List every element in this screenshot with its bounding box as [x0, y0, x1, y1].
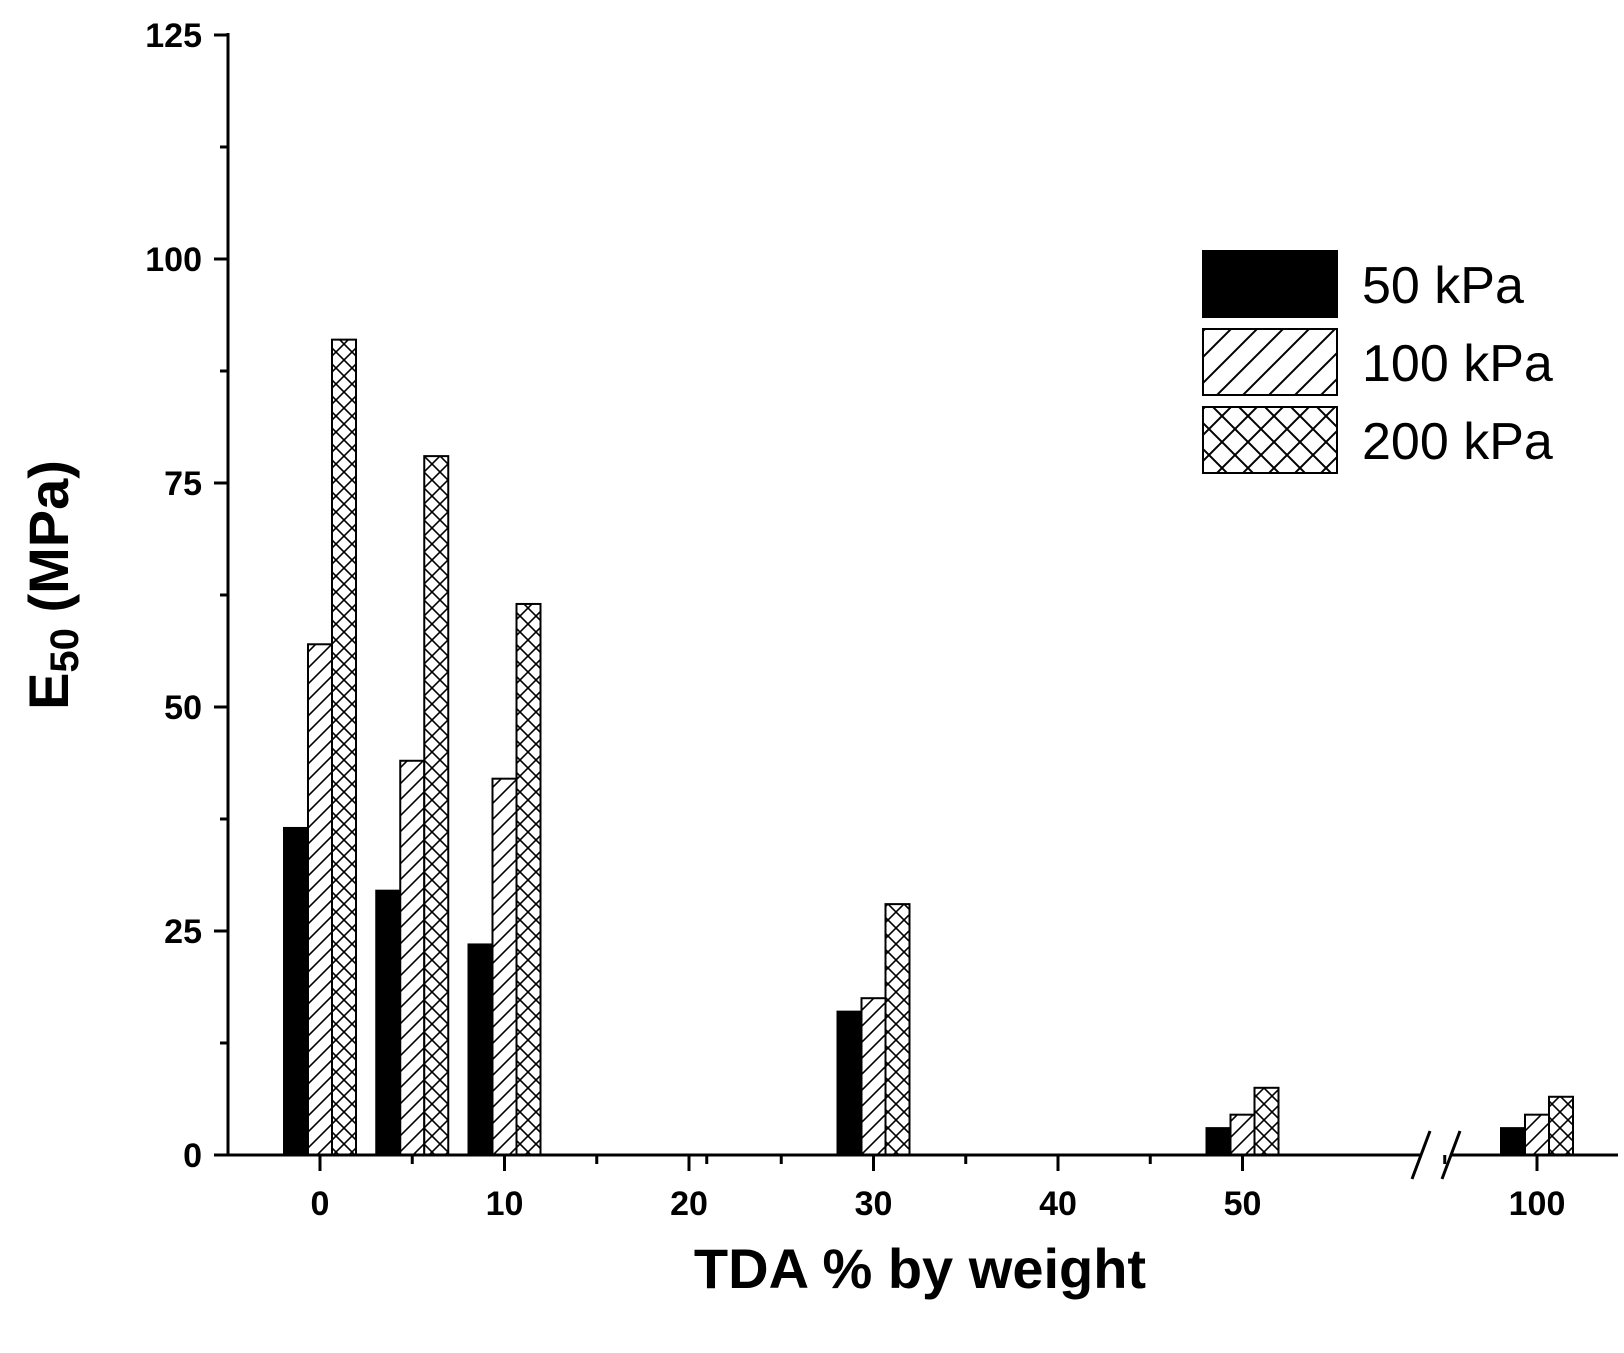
- bar-100kpa-x100: [1524, 1113, 1550, 1157]
- bar-50kpa-x30: [836, 1010, 863, 1157]
- bar-200kpa-x100: [1548, 1095, 1574, 1157]
- bar-50kpa-x5: [375, 889, 402, 1156]
- axis-break-mark-1: [1410, 1130, 1432, 1180]
- legend-swatch-200kpa: [1202, 406, 1338, 474]
- legend-label-50kpa: 50 kPa: [1362, 257, 1524, 315]
- bar-100kpa-x5: [399, 759, 426, 1156]
- legend: 50 kPa 100 kPa 200 kPa: [1202, 250, 1553, 474]
- y-tick-label: 125: [145, 17, 202, 55]
- bar-50kpa-x100: [1500, 1127, 1526, 1156]
- ticks-layer: 0 25 50 75 100 125 0 10 20 30 40 50 100: [145, 17, 1566, 1223]
- bar-200kpa-x5: [423, 455, 450, 1156]
- bar-200kpa-x50: [1253, 1086, 1280, 1157]
- legend-swatch-50kpa: [1202, 250, 1338, 318]
- y-tick-label: 100: [145, 241, 202, 279]
- x-tick-label: 20: [670, 1185, 708, 1223]
- bar-50kpa-x10: [467, 943, 494, 1156]
- legend-label-200kpa: 200 kPa: [1362, 413, 1553, 471]
- y-axis-title: E50 (MPa): [17, 460, 87, 710]
- x-axis-title: TDA % by weight: [694, 1237, 1146, 1300]
- x-tick-label: 50: [1224, 1185, 1262, 1223]
- bar-100kpa-x30: [860, 997, 887, 1157]
- bar-200kpa-x10: [515, 602, 542, 1156]
- x-tick-label: 10: [486, 1185, 524, 1223]
- bar-100kpa-x0: [307, 643, 333, 1157]
- x-tick-label: 100: [1509, 1185, 1566, 1223]
- bar-50kpa-x0: [283, 826, 309, 1157]
- x-tick-label: 40: [1039, 1185, 1077, 1223]
- bar-100kpa-x10: [491, 777, 518, 1156]
- bar-100kpa-x50: [1229, 1113, 1256, 1157]
- legend-swatch-100kpa: [1202, 328, 1338, 396]
- y-tick-label: 50: [164, 689, 202, 727]
- legend-label-100kpa: 100 kPa: [1362, 335, 1553, 393]
- bar-200kpa-x30: [884, 903, 911, 1156]
- y-tick-label: 75: [164, 465, 202, 503]
- y-tick-label: 25: [164, 913, 202, 951]
- x-tick-label: 0: [311, 1185, 330, 1223]
- bar-200kpa-x0: [331, 338, 357, 1156]
- axis-break-mark-2: [1440, 1130, 1462, 1180]
- y-axis-title-main: E: [17, 673, 80, 710]
- y-tick-label: 0: [183, 1137, 202, 1175]
- bar-50kpa-x50: [1205, 1127, 1232, 1156]
- y-axis-title-subscript: 50: [43, 628, 87, 673]
- y-axis-title-unit: (MPa): [17, 460, 80, 628]
- x-tick-label: 30: [855, 1185, 893, 1223]
